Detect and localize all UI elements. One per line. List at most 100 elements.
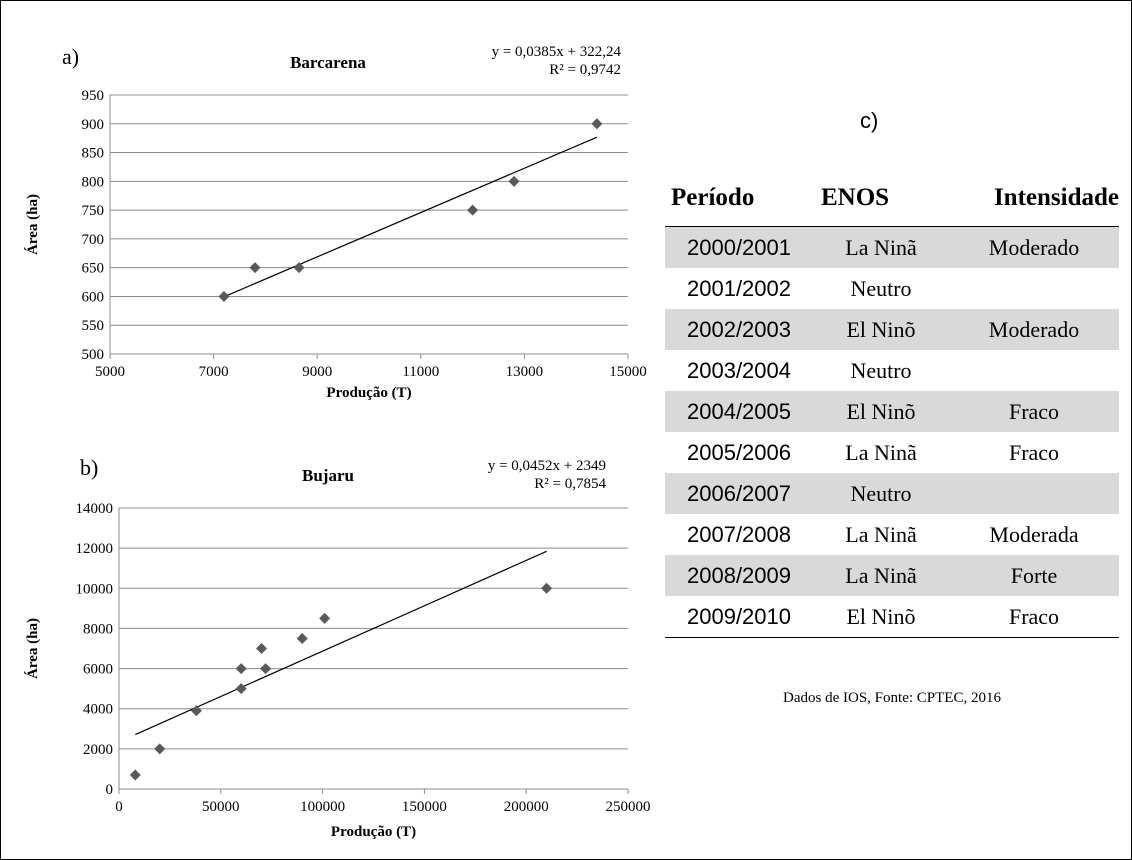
source-note: Dados de IOS, Fonte: CPTEC, 2016 (783, 690, 1001, 706)
x-tick-label: 13000 (506, 364, 544, 380)
trendline-equation: y = 0,0385x + 322,24 (492, 44, 622, 60)
data-point (260, 663, 272, 675)
cell-periodo: 2007/2008 (687, 521, 791, 547)
x-tick-label: 0 (115, 799, 123, 815)
data-point (256, 643, 268, 654)
chart-title: Barcarena (290, 53, 366, 72)
cell-intensidade: Moderada (989, 521, 1079, 547)
table-row: 2006/2007 Neutro (665, 473, 1119, 514)
y-tick-label: 8000 (83, 621, 113, 637)
x-tick-label: 250000 (606, 799, 651, 815)
table-row: 2009/2010 El Ninõ Fraco (665, 596, 1119, 637)
y-tick-label: 550 (82, 318, 105, 334)
cell-periodo: 2003/2004 (687, 357, 791, 383)
data-point (591, 118, 603, 130)
table-row: 2004/2005 El Ninõ Fraco (665, 391, 1119, 432)
table-bottom-rule (665, 637, 1119, 638)
panel-label-c: c) (860, 108, 879, 133)
table-row: 2005/2006 La Ninã Fraco (665, 432, 1119, 473)
cell-enos: La Ninã (845, 521, 917, 547)
y-tick-label: 2000 (83, 742, 113, 758)
table-header-row: Período ENOS Intensidade (665, 170, 1119, 227)
r-squared-label: R² = 0,7854 (534, 476, 606, 492)
cell-periodo: 2005/2006 (687, 439, 791, 465)
cell-periodo: 2008/2009 (687, 562, 791, 588)
data-point (508, 175, 520, 187)
data-point (319, 612, 331, 624)
y-tick-label: 650 (82, 261, 105, 277)
data-point (296, 632, 308, 644)
data-point (129, 769, 141, 781)
table-row: 2003/2004 Neutro (665, 350, 1119, 391)
cell-periodo: 2000/2001 (687, 234, 791, 260)
y-tick-label: 800 (82, 174, 105, 190)
y-tick-label: 750 (82, 203, 105, 219)
cell-enos: La Ninã (845, 562, 917, 588)
trend-line (135, 550, 547, 736)
y-tick-label: 600 (82, 289, 105, 305)
x-tick-label: 7000 (199, 364, 229, 380)
cell-intensidade: Forte (1010, 562, 1058, 588)
cell-periodo: 2004/2005 (687, 398, 791, 424)
header-enos: ENOS (821, 184, 890, 211)
x-tick-label: 11000 (402, 364, 439, 380)
cell-enos: El Ninõ (846, 398, 916, 424)
table-body: 2000/2001 La Ninã Moderado 2001/2002 Neutro 2… (665, 227, 1119, 637)
trend-line (223, 136, 598, 298)
data-point (218, 290, 230, 302)
panel-label-b: b) (80, 455, 99, 480)
y-tick-label: 0 (106, 782, 114, 798)
data-point (190, 705, 202, 717)
cell-enos: El Ninõ (846, 316, 916, 342)
y-tick-label: 900 (82, 117, 105, 133)
cell-enos: Neutro (850, 275, 912, 301)
cell-enos: La Ninã (845, 439, 917, 465)
x-axis-title: Produção (T) (326, 385, 411, 401)
x-tick-label: 15000 (609, 364, 647, 380)
cell-periodo: 2002/2003 (687, 316, 791, 342)
cell-periodo: 2001/2002 (687, 275, 791, 301)
y-tick-label: 4000 (83, 702, 113, 718)
y-tick-label: 850 (82, 146, 105, 162)
r-squared-label: R² = 0,9742 (549, 62, 621, 78)
y-tick-label: 500 (82, 347, 105, 363)
header-intensidade: Intensidade (993, 184, 1119, 211)
x-tick-label: 50000 (202, 799, 240, 815)
header-periodo: Período (671, 184, 755, 211)
cell-enos: El Ninõ (846, 603, 916, 629)
y-tick-label: 6000 (83, 662, 113, 678)
y-axis-title: Área (ha) (24, 194, 41, 255)
y-tick-label: 950 (82, 88, 105, 104)
y-tick-label: 14000 (76, 501, 114, 517)
data-point (467, 204, 479, 216)
chart-title: Bujaru (302, 466, 354, 485)
x-tick-label: 5000 (95, 364, 125, 380)
trendline-equation: y = 0,0452x + 2349 (488, 458, 606, 474)
y-axis-title: Área (ha) (24, 618, 41, 679)
cell-enos: Neutro (850, 480, 912, 506)
x-tick-label: 150000 (402, 799, 447, 815)
y-tick-label: 10000 (76, 581, 114, 597)
cell-enos: Neutro (850, 357, 912, 383)
x-tick-label: 9000 (302, 364, 332, 380)
cell-intensidade: Moderado (988, 316, 1080, 342)
table-row: 2007/2008 La Ninã Moderada (665, 514, 1119, 555)
cell-intensidade: Fraco (1008, 398, 1060, 424)
data-point (235, 663, 247, 675)
table-row: 2008/2009 La Ninã Forte (665, 555, 1119, 596)
cell-periodo: 2006/2007 (687, 480, 791, 506)
table-row: 2002/2003 El Ninõ Moderado (665, 309, 1119, 350)
x-tick-label: 100000 (300, 799, 345, 815)
table-row: 2001/2002 Neutro (665, 268, 1119, 309)
cell-periodo: 2009/2010 (687, 603, 791, 629)
data-point (293, 262, 305, 274)
enso-table: Período ENOS Intensidade 2000/2001 La Nin… (665, 170, 1119, 638)
x-tick-label: 200000 (504, 799, 549, 815)
cell-enos: La Ninã (845, 234, 917, 260)
x-axis-title: Produção (T) (331, 824, 416, 840)
panel-label-a: a) (62, 44, 80, 69)
data-point (154, 743, 166, 755)
cell-intensidade: Fraco (1008, 603, 1060, 629)
